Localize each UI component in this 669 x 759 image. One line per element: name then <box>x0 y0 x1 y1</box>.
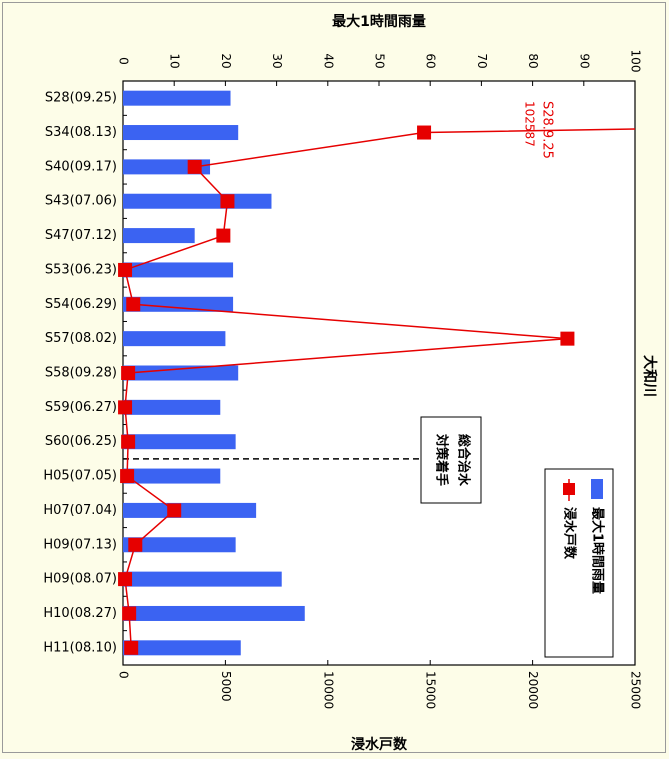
flood-marker <box>121 366 136 380</box>
category-label: S54(06.29) <box>45 297 117 312</box>
legend-entry-label: 浸水戸数 <box>562 507 578 560</box>
offscale-value: 102587 <box>523 101 537 147</box>
category-label: S60(06.25) <box>45 434 117 449</box>
category-label: S40(09.17) <box>45 159 117 174</box>
rain-bar <box>123 640 241 656</box>
rain-bar <box>123 537 236 553</box>
rain-bar <box>123 399 221 415</box>
rain-bar <box>123 365 239 381</box>
category-label: S57(08.02) <box>45 331 117 346</box>
rain-bar <box>123 90 231 106</box>
top-axis-tick-label: 40 <box>321 53 335 68</box>
flood-marker <box>126 297 141 312</box>
top-axis-tick-label: 100 <box>629 50 643 73</box>
top-axis-tick-label: 70 <box>475 53 489 68</box>
policy-box <box>420 416 482 504</box>
legend-box <box>544 468 614 658</box>
category-label: S53(06.23) <box>45 262 117 277</box>
flood-marker <box>121 434 136 449</box>
flood-marker <box>118 400 133 415</box>
top-axis-title: 最大1時間雨量 <box>332 13 426 30</box>
rain-bar <box>123 262 234 278</box>
rain-bar <box>123 605 305 621</box>
offscale-label: S28.9.25 <box>540 101 555 159</box>
flood-marker <box>120 469 135 484</box>
flood-marker <box>216 228 231 243</box>
bottom-axis-tick-label: 25000 <box>629 671 643 709</box>
category-label: H10(08.27) <box>43 606 117 621</box>
rain-bar <box>123 193 272 209</box>
flood-marker <box>560 331 575 346</box>
category-label: S59(06.27) <box>45 400 117 415</box>
flood-marker <box>128 537 143 552</box>
flood-marker <box>167 503 182 518</box>
rain-bar <box>123 331 226 347</box>
chart: 0 10 20 30 40 50 60 70 80 90 100 最大1時間雨量 0 5000 10000 1… <box>43 13 658 753</box>
legend-entry-label: 最大1時間雨量 <box>590 507 606 594</box>
category-label: H09(08.07) <box>43 572 117 587</box>
flood-marker <box>124 640 139 655</box>
top-axis-tick-label: 10 <box>168 53 182 68</box>
category-label: H11(08.10) <box>43 640 117 655</box>
policy-label-line: 対策着手 <box>434 433 450 486</box>
rain-bar <box>123 571 282 587</box>
rain-bar <box>123 434 236 450</box>
category-label: S28(09.25) <box>45 91 117 106</box>
category-label: S58(09.28) <box>45 366 117 381</box>
flood-marker <box>187 159 202 174</box>
top-axis-tick-label: 80 <box>526 53 540 68</box>
top-axis-tick-label: 90 <box>577 53 591 68</box>
flood-marker <box>122 606 137 621</box>
bottom-axis-tick-label: 10000 <box>321 671 335 709</box>
rain-bar <box>123 502 257 518</box>
category-label: S47(07.12) <box>45 228 117 243</box>
rain-bar <box>123 468 221 484</box>
top-axis-tick-label: 30 <box>270 53 284 68</box>
category-label: H09(07.13) <box>43 537 117 552</box>
flood-marker <box>118 572 133 587</box>
bottom-axis-tick-label: 20000 <box>526 671 540 709</box>
flood-marker <box>220 194 235 209</box>
rain-bar <box>123 228 195 244</box>
flood-marker <box>118 262 133 277</box>
rain-bar <box>123 125 239 141</box>
policy-label-line: 総合治水 <box>456 434 472 487</box>
bottom-axis-title: 浸水戸数 <box>351 736 408 753</box>
flood-marker <box>417 125 432 140</box>
top-axis-tick-label: 60 <box>424 53 438 68</box>
category-label: S43(07.06) <box>45 194 117 209</box>
river-label: 大和川 <box>641 355 658 397</box>
top-axis-tick-label: 20 <box>219 53 233 68</box>
category-label: H05(07.05) <box>43 469 117 484</box>
bottom-axis-tick-label: 0 <box>117 671 131 679</box>
rain-bar <box>123 296 234 312</box>
bottom-axis-tick-label: 15000 <box>424 671 438 709</box>
legend-marker-swatch <box>563 483 575 495</box>
category-label: H07(07.04) <box>43 503 117 518</box>
bottom-axis-tick-label: 5000 <box>219 671 233 702</box>
top-axis-tick-label: 50 <box>373 53 387 68</box>
legend-bar-swatch <box>591 479 603 499</box>
top-axis-tick-label: 0 <box>117 57 131 65</box>
category-label: S34(08.13) <box>45 125 117 140</box>
